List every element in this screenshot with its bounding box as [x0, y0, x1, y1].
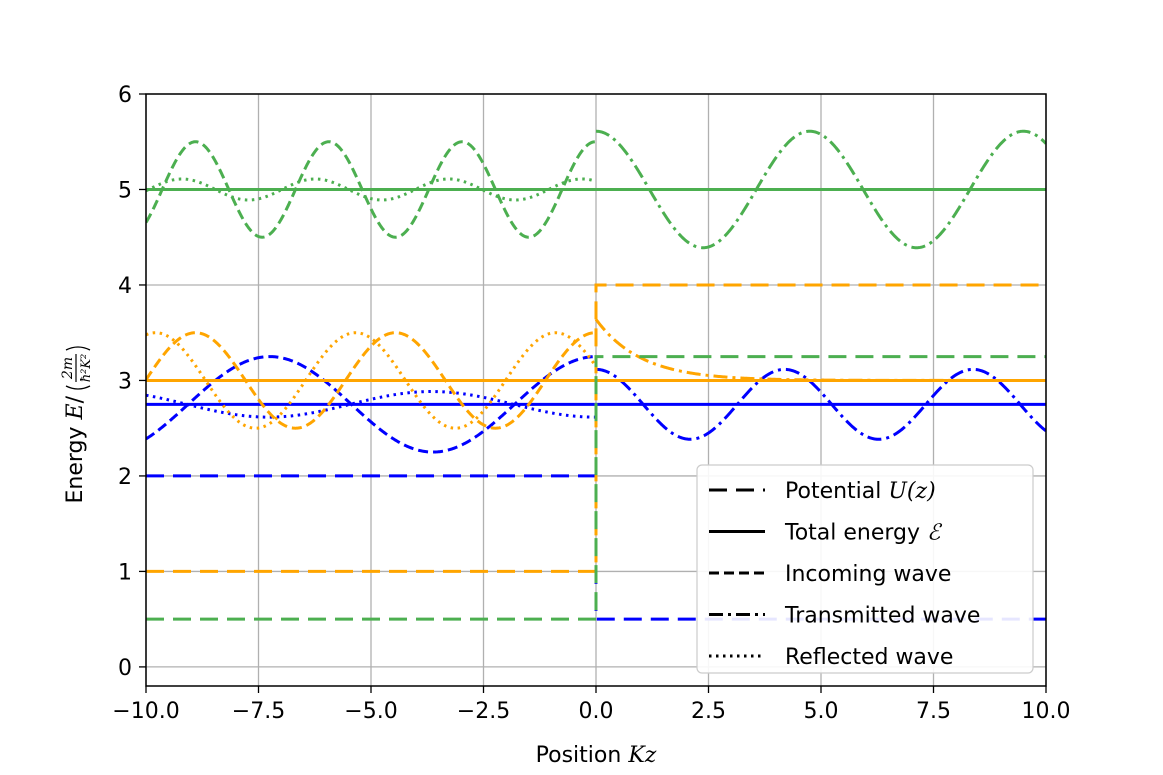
legend-label: Incoming wave — [785, 562, 951, 587]
plot-area — [146, 129, 1046, 621]
legend-box — [696, 464, 1034, 674]
incoming-wave-blue — [146, 355, 597, 454]
legend-label: Reflected wave — [785, 645, 953, 670]
potential-line-green — [146, 355, 1046, 621]
legend-label: Transmitted wave — [784, 604, 980, 629]
x-tick-label: −7.5 — [232, 699, 285, 724]
x-tick-label: −10.0 — [112, 699, 179, 724]
incoming-wave-orange — [146, 331, 597, 430]
y-tick-label: 0 — [118, 656, 132, 681]
legend-item: Potential U(z) — [709, 479, 936, 504]
y-tick-label: 1 — [118, 560, 132, 585]
axis-ticks: −10.0 −7.5 −5.0 −2.5 0.0 2.5 5.0 7.5 10.0 0 1 2 3 4 5 6 — [112, 83, 1070, 724]
legend: Potential U(z) Total energy ℰ Incoming wav… — [696, 464, 1034, 674]
x-tick-label: 5.0 — [804, 699, 839, 724]
x-tick-label: 2.5 — [691, 699, 726, 724]
reflected-wave-green — [146, 177, 597, 202]
svg-text:2m: 2m — [60, 357, 76, 380]
transmitted-wave-blue — [595, 367, 1046, 441]
potential-line-orange — [146, 283, 1046, 573]
incoming-wave-green — [146, 140, 597, 239]
y-tick-label: 4 — [118, 274, 132, 299]
transmitted-wave-orange — [594, 318, 1046, 382]
y-tick-label: 3 — [118, 369, 132, 394]
x-tick-label: 7.5 — [916, 699, 951, 724]
legend-item: Transmitted wave — [709, 604, 980, 629]
y-axis-label: Energy E/ 2m ħ²K² — [60, 346, 94, 504]
legend-label: Total energy ℰ — [784, 521, 943, 546]
svg-text:Energy E/: Energy E/ — [63, 395, 88, 503]
x-tick-label: −5.0 — [344, 699, 397, 724]
transmitted-wave-green — [595, 129, 1046, 250]
y-tick-label: 2 — [118, 465, 132, 490]
x-tick-label: 0.0 — [579, 699, 614, 724]
x-tick-label: 10.0 — [1022, 699, 1071, 724]
x-axis-label: Position Kz — [536, 743, 657, 768]
legend-label: Potential U(z) — [785, 479, 936, 504]
y-tick-label: 6 — [118, 83, 132, 108]
legend-item: Reflected wave — [709, 645, 953, 670]
legend-item: Total energy ℰ — [709, 521, 943, 546]
legend-item: Incoming wave — [709, 562, 951, 587]
svg-text:ħ²K²: ħ²K² — [79, 354, 94, 383]
y-tick-label: 5 — [118, 178, 132, 203]
x-tick-label: −2.5 — [457, 699, 510, 724]
